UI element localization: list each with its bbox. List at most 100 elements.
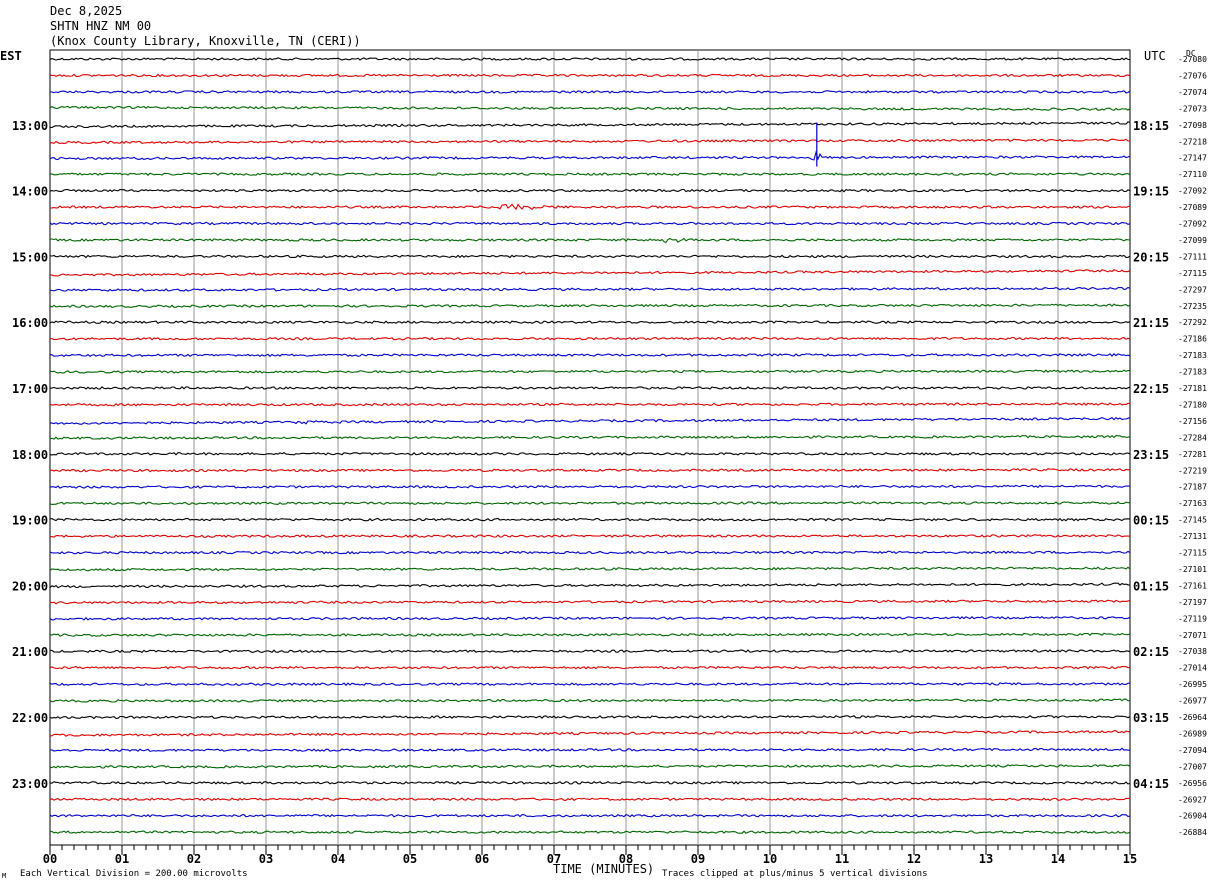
trace-line [49,764,1131,769]
dc-offset-label: -26884 [1178,828,1207,837]
trace-line [49,320,1131,324]
trace-line [49,57,1131,61]
trace-line [49,682,1131,687]
x-tick-label: 14 [1051,852,1065,866]
trace-line [49,599,1131,605]
trace-line [49,73,1131,78]
dc-offset-label: -27183 [1178,351,1207,360]
trace-line [49,269,1131,277]
est-hour-label: 13:00 [12,119,48,133]
dc-offset-label: -27038 [1178,647,1207,656]
trace-line [49,715,1131,720]
trace-line [49,105,1131,112]
x-tick-label: 05 [403,852,417,866]
utc-hour-label: 00:15 [1133,514,1169,528]
est-zone-label: EST [0,49,22,63]
clip-note: Traces clipped at plus/minus 5 vertical … [662,869,928,879]
trace-line [49,386,1131,390]
dc-offset-label: -27119 [1178,614,1207,623]
trace-line [49,665,1130,670]
utc-hour-label: 23:15 [1133,448,1169,462]
dc-offset-label: -27071 [1178,631,1207,640]
trace-line [49,616,1131,621]
utc-zone-label: UTC [1144,49,1166,63]
est-hour-label: 19:00 [12,514,48,528]
trace-line [49,286,1131,292]
trace-line [49,632,1131,637]
trace-line [49,402,1131,407]
trace-line [49,747,1130,752]
x-tick-label: 11 [835,852,849,866]
dc-offset-label: -27115 [1178,549,1207,558]
trace-line [49,501,1131,505]
trace-line [49,780,1131,785]
trace-line [49,353,1131,358]
utc-hour-label: 01:15 [1133,579,1169,593]
seismic-traces [49,57,1131,834]
scale-note: Each Vertical Division = 200.00 microvol… [20,869,248,879]
dc-offset-label: -27297 [1178,285,1207,294]
trace-line [49,698,1131,703]
x-tick-label: 02 [187,852,201,866]
utc-hour-label: 03:15 [1133,711,1169,725]
trace-line [49,417,1131,425]
est-hour-label: 15:00 [12,250,48,264]
dc-offset-axis: -27080 -27076 -27074 -27073 -27098 -27218 -271… [1178,55,1207,837]
trace-line [49,303,1131,309]
dc-offset-label: -27181 [1178,384,1207,393]
dc-offset-label: -27007 [1178,762,1207,771]
trace-line [49,730,1131,737]
est-hour-label: 23:00 [12,777,48,791]
trace-line [49,813,1131,818]
est-hour-label: 17:00 [12,382,48,396]
dc-offset-label: -27284 [1178,433,1207,442]
est-hour-label: 21:00 [12,645,48,659]
trace-line [49,172,1131,176]
dc-offset-label: -26927 [1178,795,1207,804]
dc-offset-label: -27180 [1178,400,1207,409]
dc-offset-label: -27219 [1178,466,1207,475]
dc-offset-label: -27094 [1178,746,1207,755]
trace-line [49,138,1131,145]
dc-offset-label: -27092 [1178,187,1207,196]
trace-line [49,336,1131,341]
trace-line [49,517,1131,522]
dc-offset-label: -27074 [1178,88,1207,97]
trace-line [49,221,1131,226]
dc-offset-label: -26904 [1178,812,1207,821]
dc-offset-label: -27131 [1178,532,1207,541]
trace-line [49,550,1131,555]
corner-mark: M [2,872,6,880]
utc-hour-label: 22:15 [1133,382,1169,396]
dc-offset-label: -26995 [1178,680,1207,689]
utc-hour-label: 02:15 [1133,645,1169,659]
utc-axis: 18:15 19:15 20:15 21:15 22:15 23:15 00:15 01:15… [1133,119,1169,791]
dc-offset-label: -27111 [1178,252,1207,261]
station-label: SHTN HNZ NM 00 [50,19,152,33]
x-tick-label: 01 [115,852,129,866]
trace-line [49,237,1131,244]
dc-offset-label: -27218 [1178,137,1207,146]
dc-offset-label: -27186 [1178,335,1207,344]
x-tick-label: 09 [691,852,705,866]
dc-offset-label: -27161 [1178,581,1207,590]
dc-offset-label: -26989 [1178,729,1207,738]
trace-line [49,830,1131,834]
dc-offset-label: -27014 [1178,664,1207,673]
utc-hour-label: 19:15 [1133,185,1169,199]
dc-offset-label: -27092 [1178,220,1207,229]
dc-label: DC [1186,49,1196,58]
x-tick-label: 07 [547,852,561,866]
x-tick-label: 03 [259,852,273,866]
location-label: (Knox County Library, Knoxville, TN (CER… [50,34,361,48]
trace-line [49,797,1131,802]
x-axis-label: TIME (MINUTES) [553,862,654,876]
dc-offset-label: -27080 [1178,55,1207,64]
grid-lines [49,49,1131,846]
trace-line [49,451,1131,456]
est-hour-label: 20:00 [12,579,48,593]
dc-offset-label: -26956 [1178,779,1207,788]
x-tick-label: 06 [475,852,489,866]
trace-line [49,254,1131,259]
dc-offset-label: -27145 [1178,516,1207,525]
